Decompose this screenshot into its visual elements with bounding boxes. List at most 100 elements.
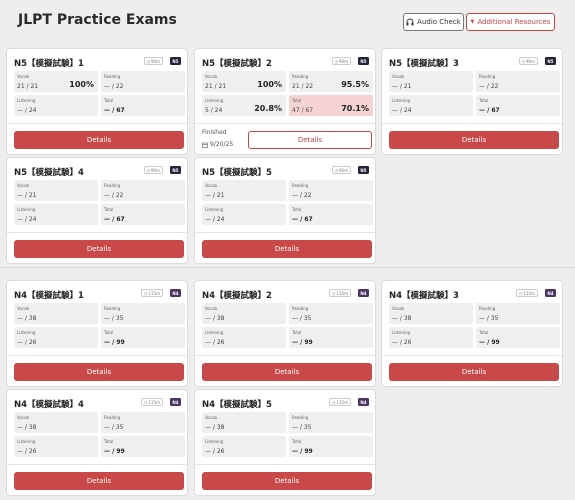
details-button[interactable]: Details — [202, 363, 372, 381]
level-badge: N4 — [170, 398, 181, 406]
total-percent: 70.1% — [341, 104, 369, 113]
listening-label: Listening — [205, 207, 224, 212]
total-score: Total — / 99 — [476, 327, 560, 348]
headphones-icon — [406, 18, 414, 26]
level-badge: N5 — [170, 166, 181, 174]
level-badge: N4 — [358, 289, 369, 297]
details-button[interactable]: Details — [14, 240, 184, 258]
reading-label: Reading — [292, 415, 309, 420]
finished-date: 9/20/25 — [202, 141, 233, 148]
reading-value: — / 22 — [479, 83, 499, 90]
total-label: Total — [292, 207, 302, 212]
total-value: — / 67 — [292, 216, 313, 223]
level-badge: N5 — [358, 57, 369, 65]
listening-value: — / 26 — [392, 339, 412, 346]
reading-value: — / 35 — [104, 424, 124, 431]
finished-date-value: 9/20/25 — [210, 141, 234, 148]
clock-icon: ◷ — [334, 167, 339, 173]
exam-card-n4-1: N4【模擬試験】1 ◷ 115m N4 Vocab — / 38 Reading — … — [6, 280, 188, 387]
audio-check-label: Audio Check — [417, 18, 461, 26]
listening-score: Listening — / 26 — [14, 327, 98, 348]
listening-value: — / 24 — [17, 216, 37, 223]
listening-value: — / 24 — [392, 107, 412, 114]
total-label: Total — [479, 98, 489, 103]
listening-label: Listening — [17, 439, 36, 444]
card-divider — [7, 232, 187, 233]
exam-title: N5【模擬試験】2 — [202, 59, 272, 69]
details-button[interactable]: Details — [14, 363, 184, 381]
reading-value: — / 35 — [292, 424, 312, 431]
vocab-label: Vocab — [17, 306, 30, 311]
reading-score: Reading — / 35 — [289, 412, 373, 433]
additional-resources-button[interactable]: ▼ Additional Resources — [466, 13, 555, 31]
listening-value: — / 26 — [205, 339, 225, 346]
listening-label: Listening — [17, 330, 36, 335]
listening-score: Listening 5 / 24 20.8% — [202, 95, 286, 116]
total-score: Total — / 99 — [289, 436, 373, 457]
section-divider — [0, 267, 575, 268]
exam-title: N5【模擬試験】4 — [14, 168, 84, 178]
total-value: — / 67 — [104, 107, 125, 114]
clock-icon: ◷ — [143, 290, 148, 296]
listening-score: Listening — / 24 — [14, 95, 98, 116]
vocab-value: 21 / 21 — [17, 83, 39, 90]
reading-value: — / 22 — [104, 192, 124, 199]
level-badge: N4 — [358, 398, 369, 406]
vocab-label: Vocab — [205, 306, 218, 311]
exam-title: N5【模擬試験】5 — [202, 168, 272, 178]
vocab-label: Vocab — [205, 415, 218, 420]
vocab-score: Vocab — / 38 — [14, 412, 98, 433]
listening-label: Listening — [17, 207, 36, 212]
page-title: JLPT Practice Exams — [18, 12, 177, 28]
time-badge: ◷ 90m — [143, 57, 163, 65]
clock-icon: ◷ — [146, 167, 151, 173]
reading-score: Reading — / 35 — [289, 303, 373, 324]
details-button[interactable]: Details — [202, 240, 372, 258]
total-label: Total — [104, 98, 114, 103]
vocab-score: Vocab — / 38 — [14, 303, 98, 324]
exam-card-n5-1: N5【模擬試験】1 ◷ 90m N5 Vocab 21 / 21 100% Readi… — [6, 48, 188, 155]
details-button[interactable]: Details — [202, 472, 372, 490]
listening-score: Listening — / 24 — [202, 204, 286, 225]
details-button[interactable]: Details — [389, 131, 559, 149]
total-label: Total — [292, 439, 302, 444]
reading-value: 21 / 22 — [292, 83, 314, 90]
details-button[interactable]: Details — [14, 131, 184, 149]
clock-icon: ◷ — [331, 290, 336, 296]
card-divider — [195, 123, 375, 124]
details-button[interactable]: Details — [248, 131, 372, 149]
reading-percent: 95.5% — [341, 80, 369, 89]
vocab-value: — / 21 — [17, 192, 37, 199]
audio-check-button[interactable]: Audio Check — [403, 13, 464, 31]
card-divider — [195, 232, 375, 233]
vocab-label: Vocab — [392, 306, 405, 311]
reading-score: Reading — / 22 — [476, 71, 560, 92]
details-button[interactable]: Details — [389, 363, 559, 381]
additional-resources-label: Additional Resources — [477, 18, 551, 26]
exam-title: N4【模擬試験】4 — [14, 400, 84, 410]
vocab-value: — / 38 — [17, 315, 37, 322]
vocab-value: — / 21 — [392, 83, 412, 90]
reading-score: Reading — / 35 — [476, 303, 560, 324]
time-badge: ◷ 90m — [143, 166, 163, 174]
total-label: Total — [292, 330, 302, 335]
card-divider — [382, 355, 562, 356]
listening-label: Listening — [205, 439, 224, 444]
reading-label: Reading — [292, 183, 309, 188]
reading-score: Reading — / 22 — [101, 180, 185, 201]
vocab-label: Vocab — [205, 74, 218, 79]
total-value: — / 99 — [479, 339, 500, 346]
vocab-value: — / 38 — [392, 315, 412, 322]
reading-label: Reading — [479, 306, 496, 311]
reading-score: Reading — / 22 — [289, 180, 373, 201]
details-button[interactable]: Details — [14, 472, 184, 490]
total-label: Total — [104, 330, 114, 335]
total-score: Total — / 67 — [101, 204, 185, 225]
vocab-score: Vocab — / 38 — [389, 303, 473, 324]
card-divider — [7, 464, 187, 465]
exam-card-n5-4: N5【模擬試験】4 ◷ 90m N5 Vocab — / 21 Reading — /… — [6, 157, 188, 264]
vocab-percent: 100% — [257, 80, 282, 89]
card-divider — [382, 123, 562, 124]
clock-icon: ◷ — [143, 399, 148, 405]
vocab-score: Vocab 21 / 21 100% — [202, 71, 286, 92]
